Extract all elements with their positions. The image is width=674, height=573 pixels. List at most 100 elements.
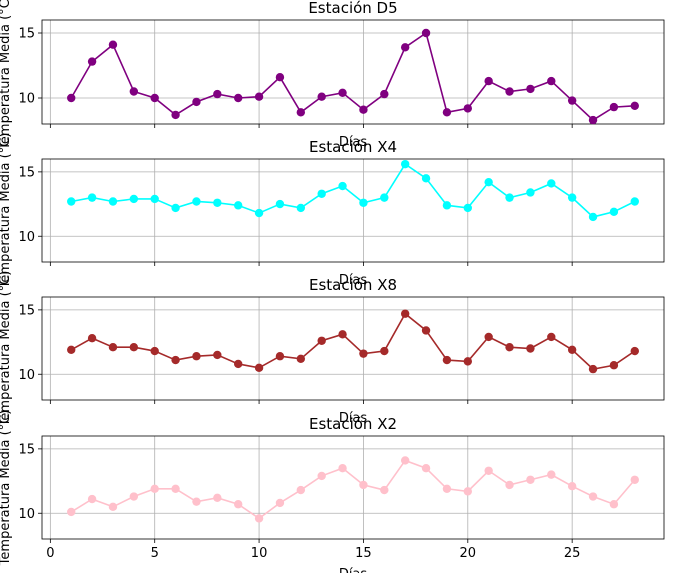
data-point	[567, 345, 577, 354]
data-point	[630, 346, 639, 356]
plot-frame	[41, 296, 665, 401]
data-point	[87, 494, 97, 504]
data-point	[505, 193, 514, 202]
data-point	[254, 208, 264, 218]
x-tick-label: 15	[355, 546, 372, 561]
data-point	[108, 197, 118, 206]
data-point	[588, 115, 598, 125]
data-point	[609, 500, 619, 509]
data-point	[67, 93, 76, 103]
y-tick-label: 15	[18, 303, 35, 318]
series-line	[70, 31, 635, 122]
data-point	[67, 345, 76, 354]
data-point	[254, 514, 264, 523]
data-point	[484, 466, 493, 475]
data-point	[192, 97, 201, 107]
data-point	[338, 88, 347, 98]
x-axis-label: Días	[339, 567, 368, 573]
data-point	[484, 76, 493, 86]
y-tick-label: 10	[18, 92, 35, 107]
data-point	[317, 471, 326, 481]
data-point	[421, 463, 431, 473]
data-point	[380, 346, 389, 356]
data-point	[67, 507, 76, 517]
data-point	[547, 76, 556, 86]
data-point	[234, 93, 243, 103]
data-point	[296, 108, 306, 117]
data-point	[296, 354, 306, 363]
x-tick-label: 25	[564, 546, 581, 561]
data-point	[338, 463, 347, 473]
data-point	[171, 203, 180, 213]
data-point	[67, 197, 76, 206]
data-point	[87, 57, 97, 66]
data-point	[442, 484, 452, 493]
data-point	[609, 102, 619, 112]
data-point	[421, 174, 431, 183]
data-point	[630, 197, 639, 206]
data-point	[129, 492, 139, 501]
data-point	[442, 108, 452, 117]
data-point	[588, 212, 598, 222]
data-point	[129, 194, 139, 204]
data-point	[213, 350, 222, 360]
data-point	[275, 73, 285, 82]
data-point	[254, 363, 264, 373]
y-axis-label: Temperatura Media (°C)	[0, 271, 13, 428]
data-point	[317, 336, 326, 345]
data-point	[505, 343, 514, 352]
data-point	[567, 482, 577, 491]
y-tick-label: 10	[18, 230, 35, 245]
data-point	[484, 177, 493, 187]
data-point	[192, 497, 201, 506]
x-tick-label: 20	[460, 546, 477, 561]
data-point	[547, 470, 556, 479]
data-point	[359, 105, 368, 114]
data-point	[421, 28, 431, 38]
data-point	[129, 87, 139, 96]
y-axis-label: Temperatura Media (°C)	[0, 0, 13, 151]
series-line	[71, 163, 636, 218]
data-point	[630, 101, 639, 111]
data-point	[505, 87, 514, 96]
plot-frame	[41, 158, 665, 263]
subplot-1: 10 15 Estación D5 Días Temperatura Media (°C…	[0, 0, 665, 151]
data-point	[108, 502, 118, 512]
y-tick-label: 15	[18, 165, 35, 180]
subplot-title: Estación X4	[309, 138, 397, 156]
data-point	[588, 492, 598, 501]
data-point	[108, 40, 118, 49]
data-point	[380, 485, 389, 495]
data-point	[526, 344, 535, 353]
data-point	[213, 493, 222, 502]
data-point	[380, 89, 389, 99]
data-point	[359, 349, 368, 358]
series-line	[70, 312, 636, 370]
data-point	[609, 207, 619, 216]
data-point	[526, 84, 535, 94]
plot-frame	[41, 19, 665, 125]
data-point	[463, 203, 472, 213]
data-point	[338, 181, 347, 191]
data-point	[213, 89, 222, 99]
x-tick-label: 10	[251, 546, 268, 561]
data-point	[400, 456, 410, 465]
y-tick-label: 10	[18, 507, 35, 522]
data-point	[421, 326, 431, 335]
subplot-title: Estación X8	[309, 276, 397, 294]
x-axis-label: Días	[339, 273, 368, 288]
x-axis-label: Días	[339, 135, 368, 150]
data-point	[296, 485, 306, 495]
data-point	[171, 355, 180, 365]
data-point	[547, 332, 556, 342]
data-point	[547, 179, 556, 188]
data-point	[150, 346, 159, 356]
data-point	[380, 193, 389, 202]
data-point	[275, 199, 285, 209]
subplot-title: Estación X2	[309, 415, 397, 433]
data-point	[567, 193, 577, 202]
subplot-title: Estación D5	[308, 0, 397, 17]
y-axis-label: Temperatura Media (°C)	[0, 410, 13, 567]
